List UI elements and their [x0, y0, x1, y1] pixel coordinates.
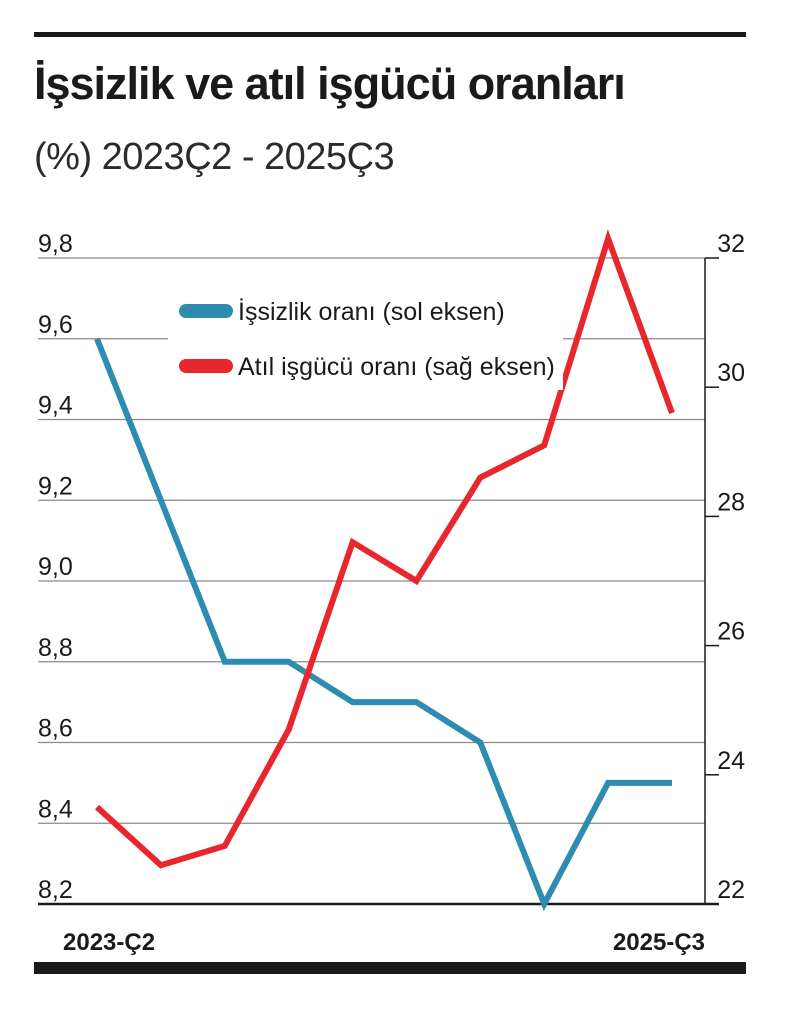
left-tick-label: 8,8: [38, 634, 73, 662]
right-tick-label: 32: [717, 230, 745, 258]
left-tick-label: 9,8: [38, 230, 73, 258]
left-tick-label: 8,2: [38, 876, 73, 904]
right-tick-label: 24: [717, 747, 745, 775]
right-tick-label: 28: [717, 488, 745, 516]
left-tick-label: 8,4: [38, 795, 73, 823]
left-tick-label: 9,2: [38, 472, 73, 500]
legend-label: İşsizlik oranı (sol eksen): [238, 297, 505, 326]
unemployment-rate-line: [97, 339, 672, 904]
x-tick-label: 2023-Ç2: [63, 929, 155, 956]
left-tick-label: 9,4: [38, 392, 73, 420]
x-tick-label: 2025-Ç3: [613, 929, 705, 956]
bottom-rule: [34, 962, 746, 974]
legend-label: Atıl işgücü oranı (sağ eksen): [238, 353, 555, 381]
right-tick-label: 26: [717, 618, 745, 646]
line-chart: 9,8 9,6 9,4 9,2 9,0 8,8 8,6 8,4 8,2 32 30 28 26 24 22…: [0, 0, 800, 1009]
right-tick-label: 22: [717, 876, 745, 904]
x-axis-ticks: 2023-Ç2 2025-Ç3: [63, 929, 705, 956]
left-tick-label: 9,0: [38, 553, 73, 581]
legend: İşsizlik oranı (sol eksen) Atıl işgücü or…: [168, 290, 563, 390]
right-tick-label: 30: [717, 359, 745, 387]
left-tick-label: 8,6: [38, 715, 73, 743]
right-axis-ticks: 32 30 28 26 24 22: [705, 230, 745, 904]
left-axis-ticks: 9,8 9,6 9,4 9,2 9,0 8,8 8,6 8,4 8,2: [38, 230, 73, 904]
left-tick-label: 9,6: [38, 311, 73, 339]
